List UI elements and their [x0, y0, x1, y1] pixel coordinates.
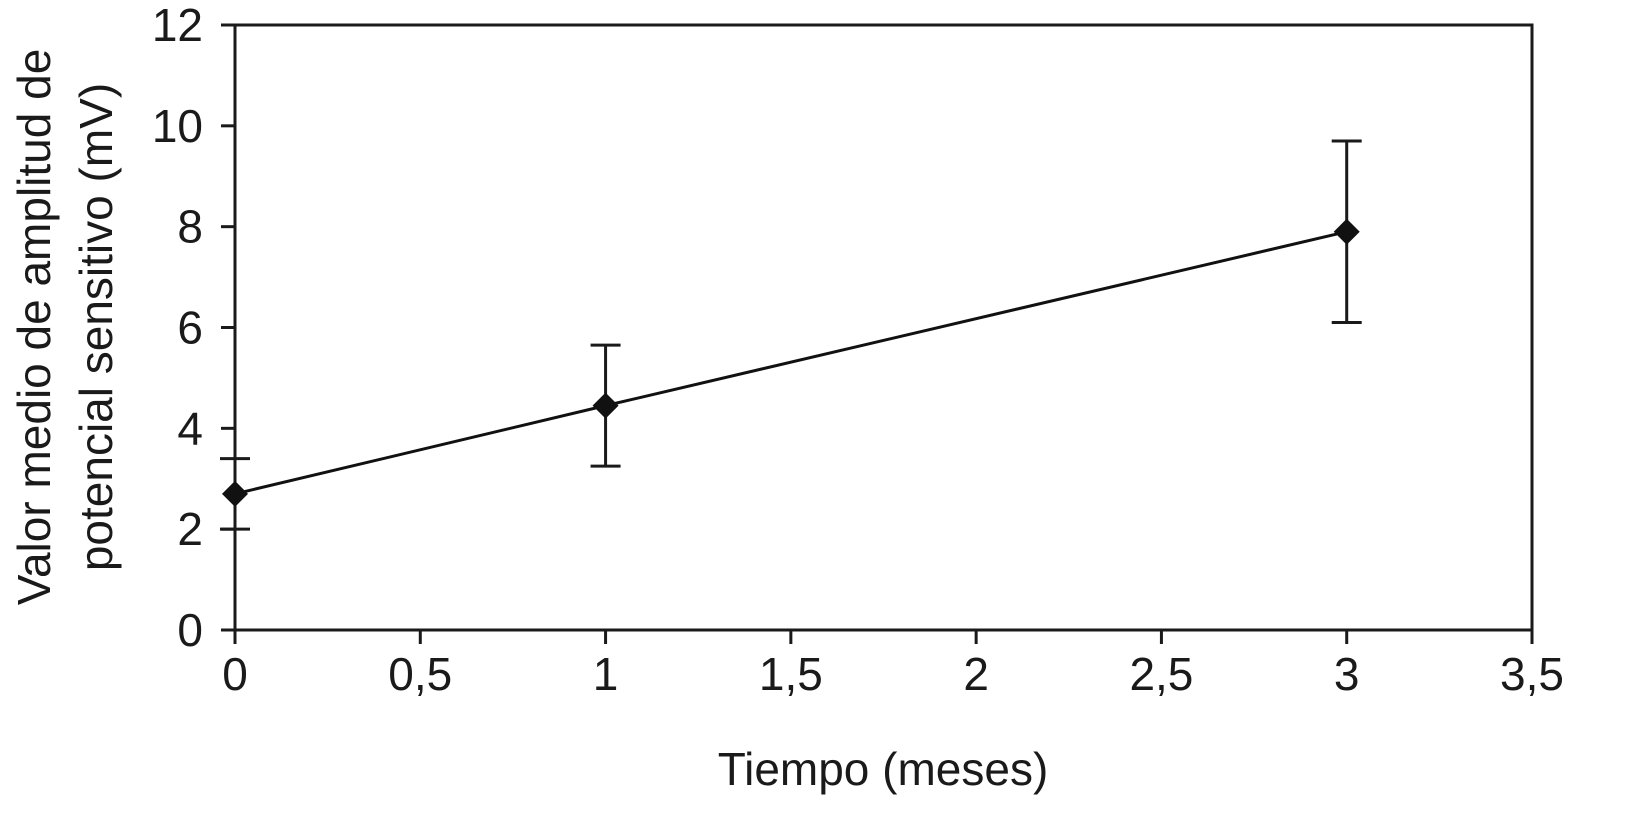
- y-tick-label: 10: [152, 100, 203, 152]
- y-tick-label: 6: [177, 302, 203, 354]
- y-tick-label: 12: [152, 0, 203, 51]
- plot-frame: [233, 23, 1534, 632]
- series-line: [234, 230, 1348, 496]
- y-tick-label: 0: [177, 604, 203, 656]
- y-tick-label: 2: [177, 503, 203, 555]
- x-axis-title: Tiempo (meses): [718, 743, 1049, 795]
- x-tick-label: 1: [593, 648, 619, 700]
- y-axis-title-line-2: potencial sensitivo (mV): [70, 83, 122, 571]
- x-tick-label: 2,5: [1129, 648, 1193, 700]
- x-tick-label: 3,5: [1500, 648, 1564, 700]
- x-tick-label: 1,5: [759, 648, 823, 700]
- y-axis-title: Valor medio de amplitud de potencial sen…: [8, 49, 122, 606]
- y-tick-label: 8: [177, 201, 203, 253]
- x-tick-label: 0: [222, 648, 248, 700]
- x-tick-label: 2: [963, 648, 989, 700]
- x-axis-ticks: 0 0,5 1 1,5 2 2,5 3 3,5: [222, 630, 1564, 700]
- y-axis-ticks: 0 2 4 6 8 10 12: [152, 0, 235, 656]
- data-point-marker: [222, 480, 248, 507]
- data-point-marker: [1333, 218, 1360, 245]
- x-tick-label: 3: [1334, 648, 1360, 700]
- data-series: [220, 139, 1362, 531]
- y-axis-title-line-1: Valor medio de amplitud de: [8, 49, 60, 606]
- data-point-marker: [592, 392, 619, 419]
- y-tick-label: 4: [177, 402, 203, 454]
- x-tick-label: 0,5: [388, 648, 452, 700]
